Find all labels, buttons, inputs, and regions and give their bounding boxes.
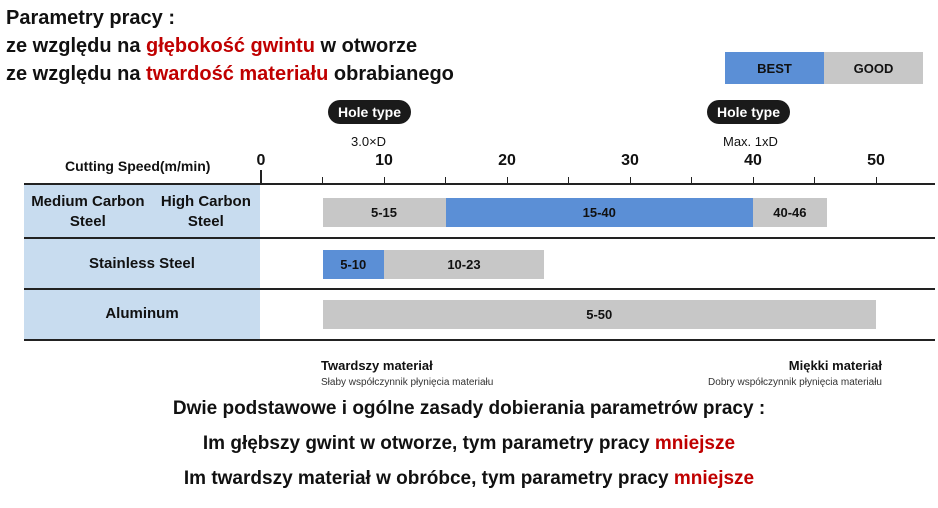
category-label-line: Aluminum (105, 305, 179, 322)
x-axis-tick (752, 177, 754, 185)
range-bar: 5-15 (322, 197, 446, 227)
category-label: Medium Carbon Steel High Carbon Steel (24, 185, 260, 239)
hole-type-badge-2: Hole type (707, 100, 791, 124)
range-bar: 5-50 (322, 299, 876, 329)
header-line-3: ze względu na twardość materiału obrabia… (6, 62, 454, 86)
header-line-2-post: w otworze (314, 35, 418, 57)
x-axis-tick (383, 177, 385, 185)
hole-type-depth-1: 3.0×D (351, 134, 387, 149)
x-axis-title: Cutting Speed(m/min) (65, 158, 211, 174)
header-line-1: Parametry pracy : (6, 6, 175, 30)
x-axis-tick (445, 177, 446, 185)
x-axis-tick (568, 177, 569, 185)
x-axis-tick (506, 177, 508, 185)
range-bar: 5-10 (322, 249, 384, 279)
x-axis-tick (322, 177, 323, 185)
hole-type-badge-1: Hole type (328, 100, 412, 124)
range-bar: 10-23 (384, 249, 544, 279)
range-bar: 15-40 (445, 197, 753, 227)
x-tick-label: 40 (744, 152, 762, 169)
x-tick-label: 10 (375, 152, 393, 169)
grid-row-line (24, 288, 935, 290)
grid-row-line (24, 183, 935, 185)
x-tick-label: 50 (867, 152, 885, 169)
rule-1-emphasis: mniejsze (654, 433, 736, 454)
range-bar: 40-46 (753, 197, 827, 227)
header-line-2: ze względu na głębokość gwintu w otworze (6, 34, 417, 58)
category-label-line: Stainless Steel (89, 255, 195, 272)
rule-1-text: Im głębszy gwint w otworze, tym parametr… (202, 433, 655, 454)
x-tick-label: 20 (498, 152, 516, 169)
rules-heading: Dwie podstawowe i ogólne zasady dobieran… (172, 398, 766, 419)
header-line-3-emphasis: twardość materiału (146, 63, 329, 85)
category-label-line: High Carbon Steel (160, 193, 251, 230)
x-axis-tick (629, 177, 631, 185)
category-label: Aluminum (24, 289, 260, 339)
category-label: Stainless Steel (24, 239, 260, 289)
header-line-3-post: obrabianego (328, 63, 454, 85)
y-axis-line (260, 170, 262, 185)
category-label-line: Medium Carbon Steel (31, 193, 145, 230)
rule-2-text: Im twardszy materiał w obróbce, tym para… (183, 468, 674, 489)
header-line-2-pre: ze względu na (6, 35, 147, 57)
header-title: Parametry pracy : (6, 7, 175, 29)
x-axis-tick (691, 177, 692, 185)
x-tick-label: 0 (256, 152, 266, 169)
grid-row-line (24, 237, 935, 239)
legend-good: GOOD (824, 52, 923, 84)
note-soft-material-title: Miękki materiał (788, 358, 882, 373)
note-hard-material-sub: Słaby współczynnik płynięcia materiału (321, 377, 494, 388)
x-axis-tick (814, 177, 815, 185)
x-axis-tick (875, 177, 877, 185)
hole-type-depth-2: Max. 1xD (723, 134, 778, 149)
header-line-2-emphasis: głębokość gwintu (146, 35, 315, 57)
note-soft-material-sub: Dobry współczynnik płynięcia materiału (708, 377, 882, 388)
x-tick-label: 30 (621, 152, 639, 169)
rule-1: Im głębszy gwint w otworze, tym parametr… (0, 433, 938, 455)
grid-row-line (24, 339, 935, 341)
legend-best: BEST (725, 52, 824, 84)
rule-2-emphasis: mniejsze (673, 468, 755, 489)
chart-legend: BEST GOOD (725, 52, 923, 84)
note-hard-material-title: Twardszy materiał (321, 358, 433, 373)
header-line-3-pre: ze względu na (6, 63, 147, 85)
rule-2: Im twardszy materiał w obróbce, tym para… (0, 468, 938, 490)
